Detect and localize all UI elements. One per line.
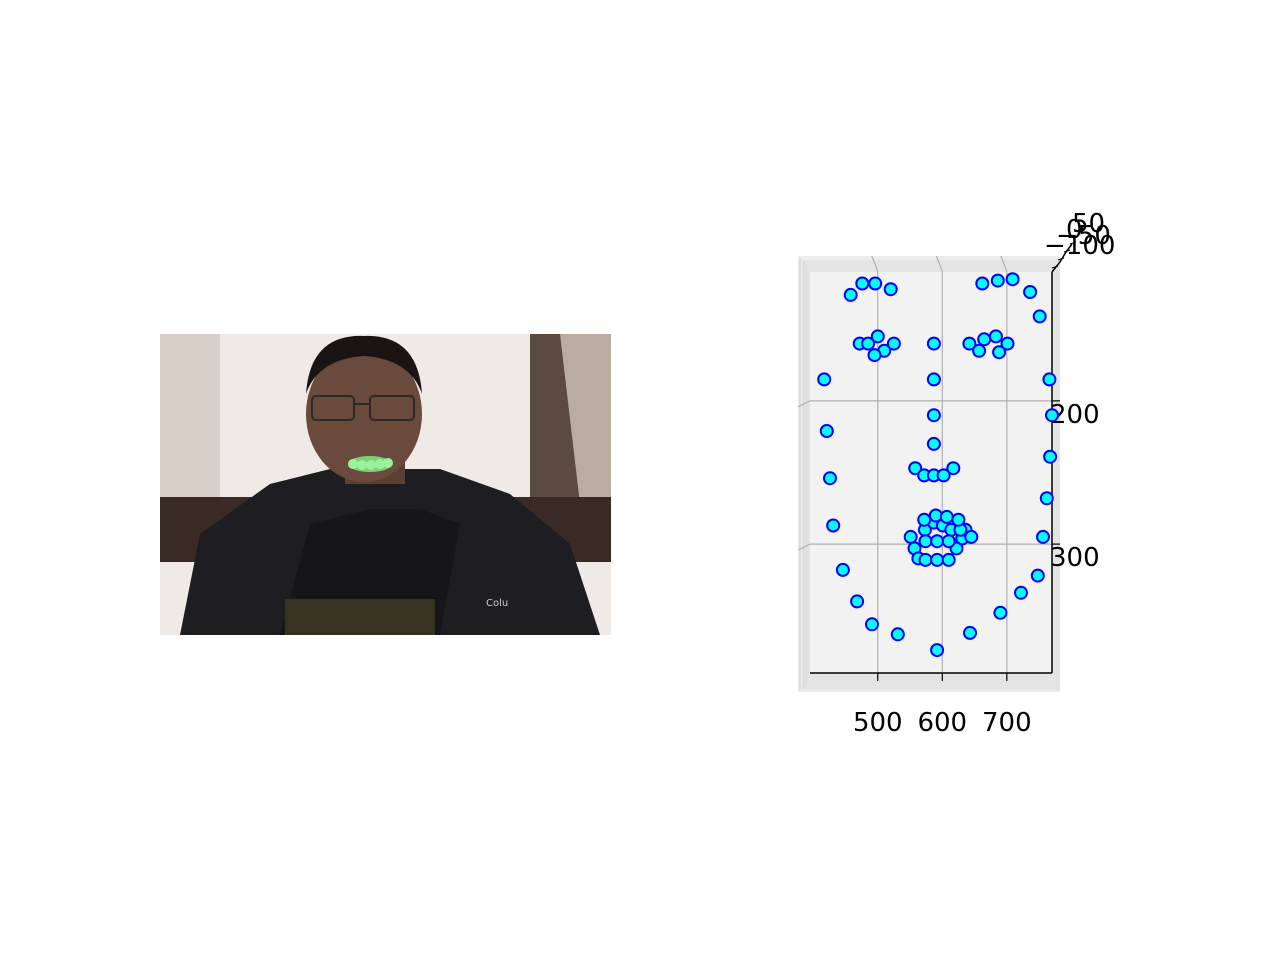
landmark-point <box>1005 272 1020 287</box>
mouth-marker <box>375 459 385 469</box>
landmark-point <box>823 471 837 486</box>
y-tick-label: 300 <box>1050 543 1100 573</box>
landmark-point <box>890 627 905 642</box>
landmark-point <box>964 529 979 544</box>
z-tick-mark <box>1051 265 1059 269</box>
landmark-point <box>865 617 879 632</box>
z-tick-label: −50 <box>1056 221 1111 251</box>
tick-marks <box>877 241 1077 681</box>
landmark-point <box>963 625 977 640</box>
landmark-point <box>993 605 1008 620</box>
landmark-point <box>1032 309 1047 324</box>
mouth-marker <box>348 459 358 469</box>
landmark-point <box>962 336 977 351</box>
x-tick-label: 600 <box>917 708 967 738</box>
x-gridline <box>1000 255 1008 673</box>
landmark-point <box>843 287 858 302</box>
landmark-point <box>870 329 885 344</box>
x-gridline <box>871 255 879 673</box>
z-tick-label: −100 <box>1044 231 1115 261</box>
landmark-point <box>1043 449 1058 464</box>
landmark-point <box>918 552 933 567</box>
landmark-point <box>817 372 832 387</box>
landmark-point <box>926 372 941 387</box>
x-tick-label: 700 <box>982 708 1032 738</box>
landmark-point <box>990 273 1005 288</box>
shirt-graphic <box>285 599 435 635</box>
landmark-point <box>926 336 941 351</box>
mouth-marker <box>383 458 393 468</box>
landmark-point <box>868 276 883 291</box>
landmark-point <box>917 512 932 527</box>
landmark-point <box>946 461 961 476</box>
landmark-point <box>835 562 850 577</box>
landmark-point <box>988 329 1003 344</box>
z-tick-mark <box>1069 241 1077 245</box>
landmark-point <box>1030 568 1045 583</box>
landmark-point <box>903 529 918 544</box>
landmark-point <box>1014 585 1028 600</box>
landmark-point <box>850 594 865 609</box>
landmark-point <box>926 408 941 423</box>
landmark-point <box>939 509 954 524</box>
x-tick-label: 500 <box>853 708 903 738</box>
y-gridline <box>797 400 1052 408</box>
landmark-point <box>883 282 898 297</box>
glasses-left-lens <box>311 395 355 421</box>
x-gridline <box>935 255 943 673</box>
y-gridline <box>797 543 1052 551</box>
z-tick-label: 0 <box>1066 215 1083 245</box>
left-wall <box>160 334 220 504</box>
landmark-point <box>977 332 992 347</box>
landmark-point <box>941 552 956 567</box>
jacket-logo: Colu <box>486 598 508 609</box>
hair <box>306 335 422 394</box>
landmark-point <box>930 552 945 567</box>
landmark-point <box>1036 529 1050 544</box>
landmark-point <box>930 643 945 658</box>
landmark-point <box>855 276 870 291</box>
subject-photo: Colu <box>160 334 611 635</box>
gridlines <box>797 255 1052 673</box>
right-building-shadow <box>530 334 580 504</box>
landmark-point <box>826 518 841 533</box>
glasses-right-lens <box>369 395 415 421</box>
z-tick-label: 50 <box>1072 209 1105 239</box>
landmark-point <box>819 424 834 438</box>
landmark-point <box>886 336 901 351</box>
scatter-points <box>817 272 1059 658</box>
landmark-point <box>930 534 945 549</box>
mouth-marker <box>357 460 367 470</box>
landmark-point <box>1000 336 1015 351</box>
z-tick-mark <box>1063 249 1071 253</box>
mouth-marker <box>366 460 376 470</box>
landmark-point <box>1039 491 1054 506</box>
landmark-point <box>1042 372 1057 387</box>
z-tick-mark <box>1057 257 1065 261</box>
landmark-point <box>926 436 941 451</box>
landmark-point <box>918 534 933 549</box>
landmark-point <box>867 348 882 363</box>
landmark-point <box>975 276 990 291</box>
face <box>306 346 422 482</box>
mouth-landmark-markers <box>348 456 393 472</box>
person-photo-image: Colu <box>160 334 611 635</box>
landmark-point <box>908 461 923 476</box>
landmark-point <box>972 343 987 358</box>
landmark-point <box>1023 285 1038 299</box>
landmark-point <box>951 512 966 527</box>
landmark-point <box>992 345 1007 360</box>
landmark-point <box>861 336 876 351</box>
landmark-point <box>936 468 951 483</box>
landmark-point <box>941 534 956 549</box>
landmark-point <box>1045 408 1059 423</box>
